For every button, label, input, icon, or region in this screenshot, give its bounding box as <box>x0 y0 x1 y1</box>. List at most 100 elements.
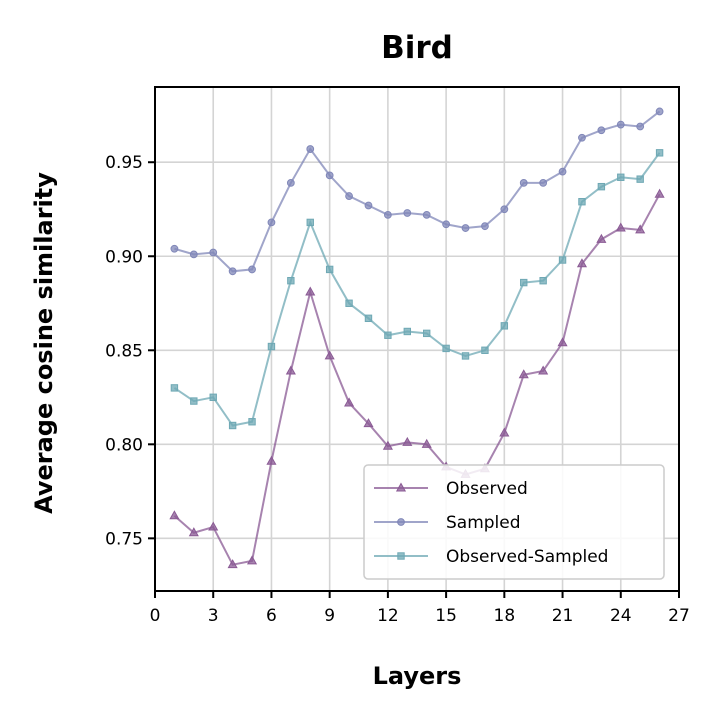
legend: Observed Sampled Observed-Sampled <box>363 464 665 580</box>
legend-marker <box>397 552 405 560</box>
plot-frame <box>154 86 680 592</box>
x-tick-label: 21 <box>552 606 574 626</box>
x-tick-label: 27 <box>668 606 690 626</box>
data-point <box>499 427 510 437</box>
data-point <box>655 107 664 116</box>
x-tick-label: 9 <box>324 606 335 626</box>
data-point <box>363 418 374 428</box>
data-point <box>576 258 588 268</box>
data-point <box>382 440 393 450</box>
data-point <box>615 222 626 232</box>
data-point <box>520 278 528 287</box>
data-point <box>597 126 606 135</box>
data-point <box>266 455 277 465</box>
data-point <box>324 350 335 360</box>
series-sampled <box>170 107 664 276</box>
y-tick-label: 0.90 <box>105 247 143 267</box>
data-point <box>267 342 276 351</box>
series-observed <box>169 188 665 569</box>
data-point <box>461 224 470 232</box>
data-point <box>306 145 315 153</box>
data-point <box>539 179 548 187</box>
data-point <box>246 555 258 565</box>
legend-box <box>363 464 665 580</box>
x-tick-label: 3 <box>208 606 219 626</box>
data-point <box>442 344 450 353</box>
data-point <box>421 438 432 448</box>
data-point <box>383 210 392 219</box>
data-point <box>636 122 645 131</box>
data-point <box>227 559 238 569</box>
data-point <box>500 205 509 214</box>
legend-label: Observed <box>446 479 528 499</box>
data-point <box>325 171 334 180</box>
data-point <box>558 256 567 264</box>
x-tick-label: 0 <box>150 606 161 626</box>
data-point <box>189 250 198 259</box>
data-point <box>364 201 373 210</box>
data-point <box>169 510 180 520</box>
series-line <box>173 193 661 566</box>
data-point <box>557 337 568 347</box>
x-tick-label: 15 <box>435 606 457 626</box>
y-tick-label: 0.75 <box>105 529 143 549</box>
data-point <box>170 244 179 253</box>
data-point <box>325 265 334 274</box>
ticks: 0 3 6 9 12 15 18 21 24 27 0.75 0.80 0.85 0.90 0.95 <box>105 153 690 626</box>
data-point <box>481 346 489 354</box>
data-point <box>616 120 625 129</box>
data-point <box>518 369 529 379</box>
legend-label: Sampled <box>446 513 521 533</box>
data-point <box>364 314 373 323</box>
data-point <box>209 248 218 257</box>
data-point <box>190 397 198 405</box>
x-tick-label: 24 <box>610 606 632 626</box>
series-line <box>173 152 661 427</box>
data-point <box>402 436 413 446</box>
x-tick-label: 12 <box>377 606 399 626</box>
data-point <box>248 418 256 426</box>
data-point <box>286 179 295 187</box>
data-point <box>597 182 606 191</box>
data-point <box>481 222 489 231</box>
data-point <box>596 233 607 243</box>
series-line <box>174 110 661 273</box>
data-point <box>578 133 586 142</box>
data-point <box>228 267 237 276</box>
data-point <box>209 393 217 401</box>
chart-title: Bird <box>381 30 453 66</box>
data-point <box>403 327 411 336</box>
data-point <box>248 265 256 274</box>
data-point <box>461 352 470 360</box>
series-observed-sampled <box>170 149 664 430</box>
data-point <box>287 277 295 285</box>
legend-label: Observed-Sampled <box>446 547 608 567</box>
data-point <box>170 384 179 392</box>
y-tick-label: 0.95 <box>105 153 143 173</box>
data-point <box>635 224 646 234</box>
y-axis-label: Average cosine similarity <box>30 172 58 514</box>
data-point <box>578 198 586 206</box>
data-point <box>539 277 547 285</box>
data-point <box>442 220 451 229</box>
data-point <box>636 175 644 183</box>
data-point <box>345 299 353 307</box>
data-point <box>344 397 355 407</box>
data-point <box>519 179 528 187</box>
x-tick-label: 6 <box>266 606 277 626</box>
y-tick-label: 0.80 <box>105 435 143 455</box>
x-tick-label: 18 <box>494 606 516 626</box>
data-point <box>558 167 567 176</box>
data-point <box>285 365 296 375</box>
data-point <box>654 188 665 198</box>
data-point <box>228 421 237 430</box>
legend-marker <box>395 482 407 492</box>
data-point <box>500 322 509 330</box>
x-axis-label: Layers <box>373 662 462 690</box>
data-point <box>403 209 412 217</box>
y-tick-label: 0.85 <box>105 341 143 361</box>
data-point <box>538 365 549 375</box>
data-point <box>655 149 664 157</box>
